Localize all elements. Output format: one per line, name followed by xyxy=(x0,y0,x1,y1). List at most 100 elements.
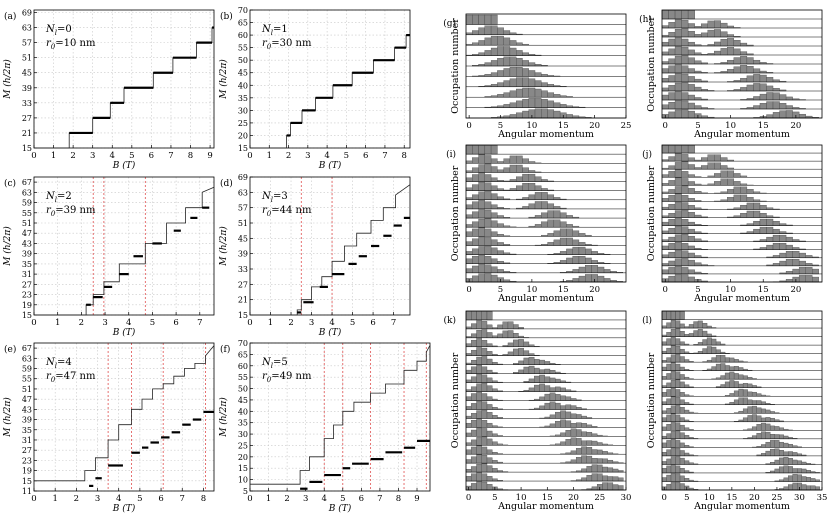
occupation-bar xyxy=(759,239,767,242)
occupation-bar xyxy=(670,311,676,320)
occupation-bar xyxy=(801,468,807,474)
occupation-bar xyxy=(471,473,477,482)
occupation-bar xyxy=(774,448,780,457)
occupation-bar xyxy=(772,255,780,258)
occupation-bar xyxy=(675,311,681,320)
occupation-bar xyxy=(497,324,503,330)
occupation-bar xyxy=(465,422,472,428)
occupation-bar xyxy=(566,228,573,237)
occupation-bar xyxy=(751,426,757,431)
occupation-bar xyxy=(679,374,685,380)
occupation-bar xyxy=(539,374,545,383)
occupation-bar xyxy=(490,177,498,182)
occupation-bar xyxy=(681,38,689,47)
x-tick-label: 30 xyxy=(794,493,805,503)
occupation-bar xyxy=(694,231,702,234)
occupation-bar xyxy=(566,215,573,219)
occupation-bar xyxy=(534,201,542,210)
occupation-bar xyxy=(792,268,800,275)
occupation-bar xyxy=(746,57,754,65)
y-tick-label: 51 xyxy=(22,219,32,228)
y-tick-label: 63 xyxy=(238,188,248,197)
occupation-bar xyxy=(720,22,728,29)
occupation-bar xyxy=(549,401,556,410)
occupation-bar xyxy=(528,183,536,191)
occupation-bar xyxy=(772,92,780,101)
occupation-bar xyxy=(701,32,708,38)
y-tick-label: 30 xyxy=(238,430,248,439)
occupation-bar xyxy=(553,197,561,200)
occupation-bar xyxy=(792,468,798,474)
occupation-bar xyxy=(772,234,780,242)
occupation-bar xyxy=(539,405,545,410)
panel-h: 0 5 10 15 20 (h) Angular momentum Occupation nu… xyxy=(639,9,823,140)
occupation-bar xyxy=(516,164,523,173)
occupation-bar xyxy=(661,401,667,405)
occupation-bar xyxy=(674,162,682,170)
occupation-bar xyxy=(769,433,775,440)
occupation-bar xyxy=(555,402,561,410)
occupation-bar xyxy=(674,46,682,56)
occupation-bar xyxy=(666,440,672,448)
occupation-bar xyxy=(528,170,536,173)
occupation-bar xyxy=(666,458,672,465)
occupation-bar xyxy=(679,432,685,440)
occupation-bar xyxy=(666,373,672,380)
occupation-bar xyxy=(727,178,735,186)
x-tick-label: 5 xyxy=(492,493,497,503)
occupation-bar xyxy=(674,225,682,234)
occupation-bar xyxy=(751,405,757,414)
plot-frame xyxy=(661,310,823,491)
occupation-bar xyxy=(575,414,582,419)
occupation-bar xyxy=(575,448,582,455)
occupation-bar xyxy=(465,241,473,246)
occupation-bar xyxy=(674,153,682,162)
occupation-bar xyxy=(733,66,741,74)
plot-frame xyxy=(33,342,215,492)
y-tick-label: 50 xyxy=(238,56,248,65)
y-tick-label: 60 xyxy=(238,31,248,40)
occupation-bar xyxy=(549,414,556,419)
occupation-bar xyxy=(503,104,511,108)
occupation-bar xyxy=(668,85,676,92)
occupation-bar xyxy=(666,382,672,388)
occupation-bar xyxy=(766,244,774,250)
occupation-bar xyxy=(472,221,479,228)
occupation-bar xyxy=(523,366,530,374)
occupation-bar xyxy=(522,183,529,191)
occupation-bar xyxy=(751,414,757,422)
occupation-bar xyxy=(681,145,689,154)
x-tick-label: 6 xyxy=(149,151,154,161)
occupation-bar xyxy=(478,191,485,200)
occupation-bar xyxy=(720,48,728,56)
occupation-bar xyxy=(668,260,676,267)
occupation-bar xyxy=(565,389,572,392)
occupation-bar xyxy=(534,80,542,87)
occupation-bar xyxy=(472,211,479,219)
occupation-bar xyxy=(492,452,498,455)
occupation-bar xyxy=(740,194,748,202)
occupation-bar xyxy=(490,239,498,246)
occupation-bar xyxy=(783,456,789,465)
occupation-bar xyxy=(670,362,676,371)
occupation-bar xyxy=(484,62,492,67)
occupation-bar xyxy=(591,486,598,491)
occupation-bar xyxy=(681,219,689,226)
occupation-bar xyxy=(492,441,498,446)
occupation-bar xyxy=(547,84,555,87)
y-tick-label: 55 xyxy=(238,373,248,382)
occupation-bar xyxy=(681,258,689,267)
x-tick-label: 4 xyxy=(116,494,121,504)
annotation-nl: Nl=1 xyxy=(261,24,288,37)
y-tick-label: 15 xyxy=(238,311,248,320)
occupation-bar xyxy=(472,30,479,35)
occupation-bar xyxy=(544,393,551,401)
occupation-bar xyxy=(687,10,695,20)
occupation-bar xyxy=(481,347,488,356)
occupation-bar xyxy=(522,173,529,182)
occupation-bar xyxy=(694,34,702,38)
x-tick-label: 0 xyxy=(466,493,471,503)
occupation-bar xyxy=(513,324,519,330)
x-tick-label: 6 xyxy=(173,318,178,328)
occupation-bar xyxy=(597,275,605,283)
